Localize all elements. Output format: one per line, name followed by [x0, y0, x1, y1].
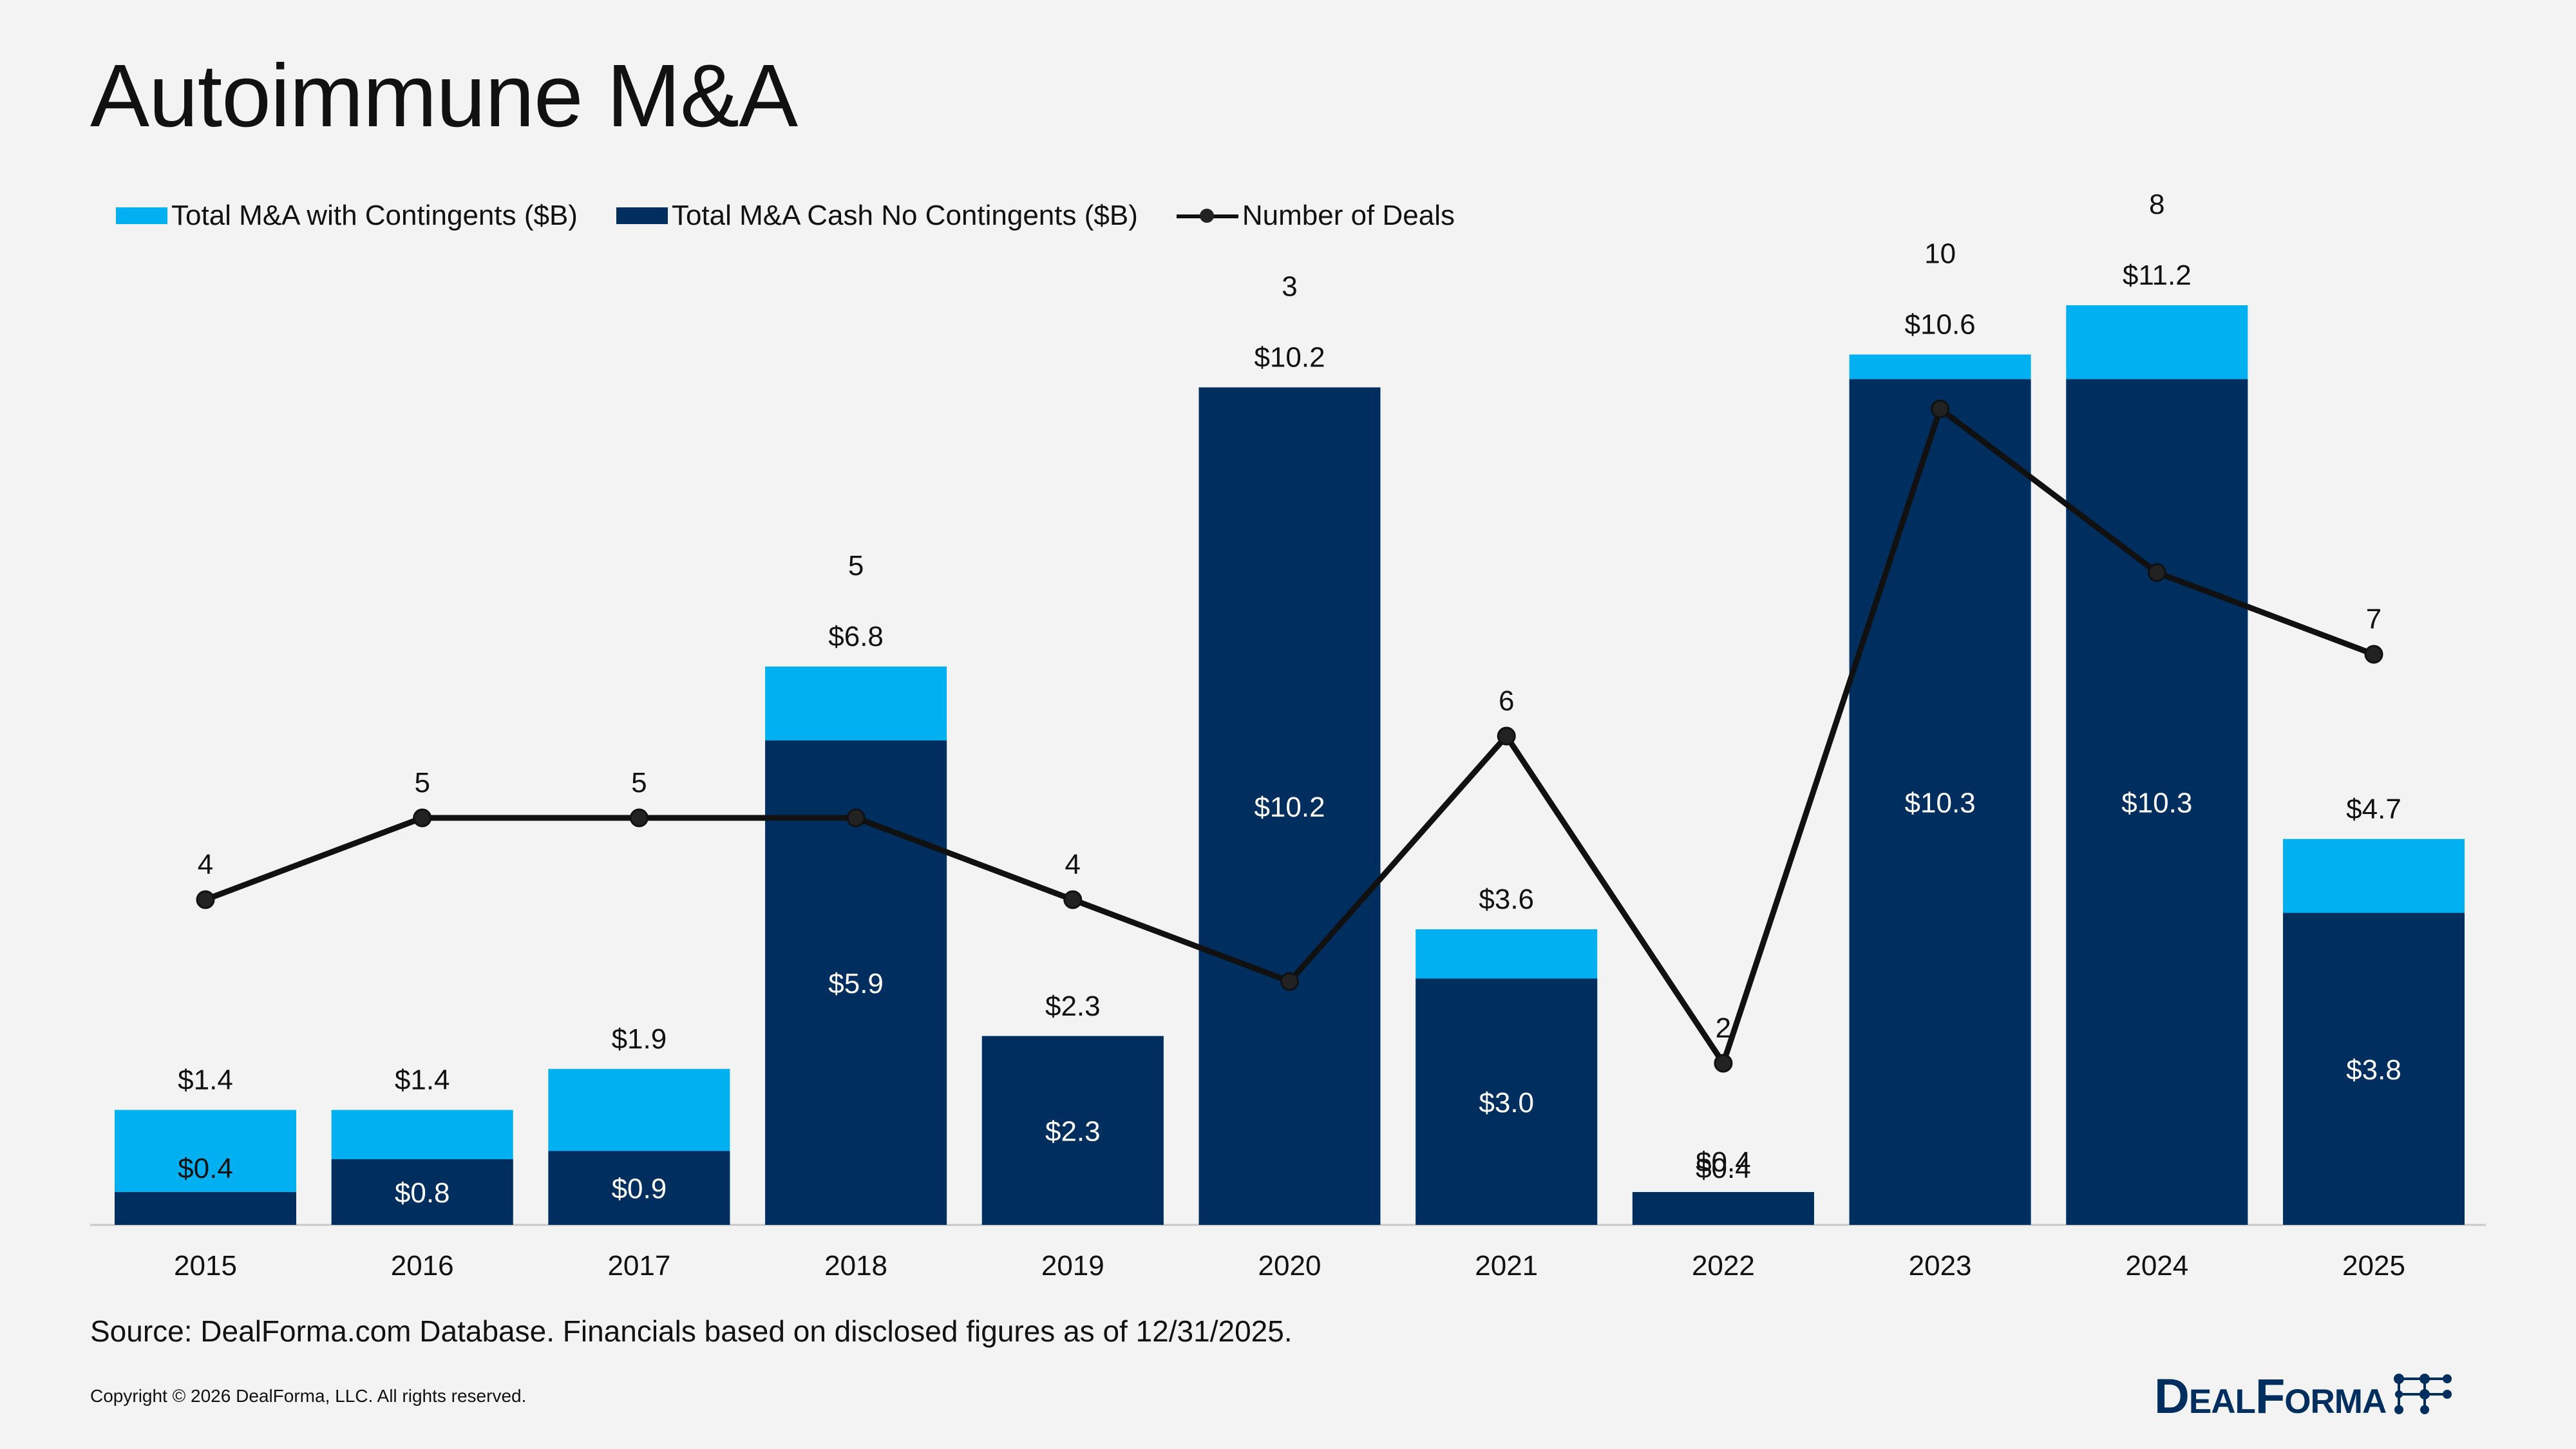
legend-swatch-with-contingents — [116, 207, 167, 224]
bar-cash-no-contingents — [331, 1159, 513, 1225]
data-label-cash-no-contingents: $10.3 — [1905, 787, 1976, 819]
x-tick-label: 2015 — [174, 1250, 237, 1282]
x-tick-label: 2021 — [1475, 1250, 1538, 1282]
data-label-number-of-deals: 4 — [1065, 849, 1081, 880]
data-label-with-contingents: $1.4 — [395, 1065, 450, 1096]
deal-point — [1280, 972, 1299, 991]
data-label-with-contingents: $1.4 — [178, 1065, 233, 1096]
data-label-number-of-deals: 10 — [1924, 238, 1956, 270]
bar-cash-no-contingents — [548, 1151, 730, 1225]
copyright-note: Copyright © 2026 DealForma, LLC. All rig… — [90, 1386, 527, 1406]
data-label-with-contingents: $11.2 — [2123, 260, 2192, 291]
page-title: Autoimmune M&A — [90, 46, 798, 146]
legend-label-number-of-deals: Number of Deals — [1242, 200, 1455, 231]
bar-cash-no-contingents — [981, 1036, 1164, 1225]
data-label-number-of-deals: 7 — [2366, 603, 2382, 635]
data-label-number-of-deals: 5 — [631, 767, 647, 799]
data-label-number-of-deals: 3 — [1282, 271, 1297, 303]
deal-point — [1063, 890, 1083, 909]
data-label-with-contingents: $0.4 — [1696, 1146, 1751, 1178]
deal-point — [846, 808, 866, 828]
data-label-with-contingents: $1.9 — [612, 1023, 667, 1055]
dealforma-logo: DealForma — [2154, 1368, 2457, 1425]
logo-text: DealForma — [2154, 1369, 2387, 1424]
chart-legend: Total M&A with Contingents ($B) Total M&… — [116, 196, 1493, 235]
legend-item-cash-no-contingents: Total M&A Cash No Contingents ($B) — [616, 200, 1138, 232]
data-label-number-of-deals: 8 — [2149, 189, 2164, 220]
x-tick-label: 2016 — [391, 1250, 454, 1282]
x-tick-label: 2022 — [1692, 1250, 1755, 1282]
bar-cash-no-contingents — [1416, 978, 1598, 1225]
data-label-number-of-deals: 4 — [198, 849, 213, 880]
deal-point — [196, 890, 215, 909]
deal-point — [2147, 563, 2166, 582]
data-label-cash-no-contingents: $2.3 — [1045, 1115, 1101, 1147]
legend-swatch-number-of-deals — [1176, 207, 1238, 224]
legend-label-cash-no-contingents: Total M&A Cash No Contingents ($B) — [671, 200, 1138, 231]
data-label-cash-no-contingents: $3.0 — [1479, 1087, 1534, 1119]
deal-point — [1714, 1054, 1733, 1073]
legend-swatch-cash-no-contingents — [616, 207, 668, 224]
bar-cash-no-contingents — [2283, 913, 2465, 1225]
x-tick-label: 2024 — [2125, 1250, 2188, 1282]
data-label-with-contingents: $6.8 — [828, 621, 884, 652]
x-tick-label: 2017 — [607, 1250, 670, 1282]
deal-point — [1497, 726, 1516, 746]
data-label-cash-no-contingents: $3.8 — [2346, 1054, 2401, 1086]
deal-point — [1931, 399, 1950, 419]
data-label-cash-no-contingents: $5.9 — [828, 968, 884, 999]
data-label-number-of-deals: 2 — [1716, 1012, 1731, 1044]
legend-item-number-of-deals: Number of Deals — [1176, 200, 1455, 232]
data-label-cash-no-contingents: $10.3 — [2121, 787, 2192, 819]
data-label-cash-no-contingents: $0.4 — [178, 1153, 233, 1184]
x-tick-label: 2020 — [1258, 1250, 1321, 1282]
network-dots-icon — [2394, 1373, 2452, 1414]
data-label-number-of-deals: 5 — [414, 767, 430, 799]
data-label-cash-no-contingents: $0.8 — [395, 1177, 450, 1209]
bar-cash-no-contingents — [1849, 379, 2031, 1225]
bar-cash-no-contingents — [1632, 1192, 1814, 1225]
x-tick-label: 2023 — [1909, 1250, 1972, 1282]
data-label-with-contingents: $10.2 — [1254, 342, 1325, 374]
source-note: Source: DealForma.com Database. Financia… — [90, 1314, 1293, 1348]
x-tick-label: 2019 — [1041, 1250, 1104, 1282]
bar-cash-no-contingents — [115, 1192, 296, 1225]
deal-point — [413, 808, 432, 828]
legend-label-with-contingents: Total M&A with Contingents ($B) — [171, 200, 578, 231]
x-tick-label: 2025 — [2342, 1250, 2405, 1282]
data-label-with-contingents: $4.7 — [2346, 793, 2401, 825]
x-tick-label: 2018 — [824, 1250, 887, 1282]
data-label-with-contingents: $10.6 — [1905, 309, 1976, 341]
bar-cash-no-contingents — [1198, 387, 1381, 1225]
data-label-cash-no-contingents: $10.2 — [1254, 791, 1325, 823]
data-label-with-contingents: $2.3 — [1045, 990, 1101, 1022]
data-label-number-of-deals: 5 — [848, 550, 864, 582]
data-label-cash-no-contingents: $0.4 — [1696, 1153, 1751, 1184]
data-label-cash-no-contingents: $0.9 — [612, 1173, 667, 1205]
legend-item-with-contingents: Total M&A with Contingents ($B) — [116, 200, 578, 232]
data-label-number-of-deals: 6 — [1499, 685, 1514, 717]
deal-point — [2364, 645, 2383, 664]
data-label-with-contingents: $3.6 — [1479, 884, 1534, 915]
deal-point — [629, 808, 649, 828]
bar-cash-no-contingents — [2066, 379, 2248, 1225]
